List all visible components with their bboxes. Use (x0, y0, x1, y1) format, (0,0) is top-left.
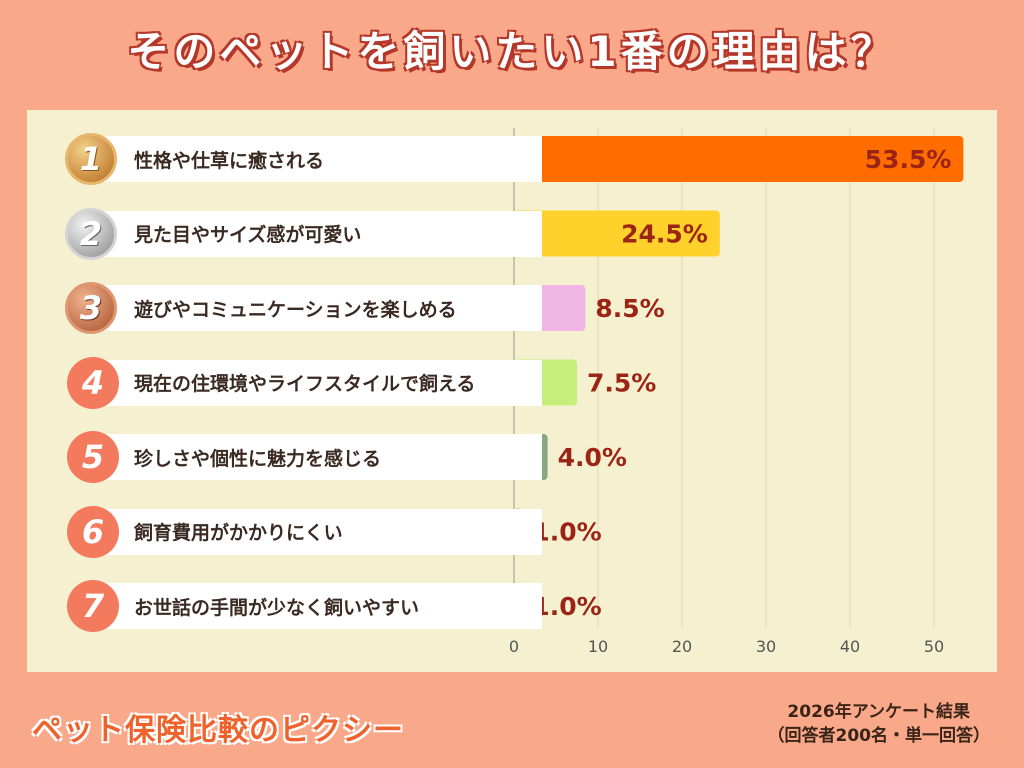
bar-2 (514, 210, 720, 257)
x-tick-label: 0 (509, 637, 519, 656)
chart-panel: 0 10 20 30 40 50 53.5% 24.5% 8.5% 7.5% 4.0% 1.0% 1.0… (27, 110, 997, 672)
value-label-1: 53.5% (865, 145, 952, 174)
value-label-7: 1.0% (532, 592, 601, 621)
rank-badge: 5 (67, 431, 119, 483)
category-label-box-5: 珍しさや個性に魅力を感じる (72, 434, 542, 480)
category-label-box-3: 遊びやコミュニケーションを楽しめる (72, 285, 542, 331)
rank-medal-icon: 3 (65, 282, 117, 334)
x-tick-label: 20 (672, 637, 692, 656)
category-label: 飼育費用がかかりにくい (134, 522, 343, 544)
category-label: 性格や仕草に癒される (134, 149, 325, 172)
x-tick-label: 10 (588, 637, 608, 656)
chart-title: そのペットを飼いたい1番の理由は？ (127, 27, 897, 76)
category-label-box-1: 性格や仕草に癒される (72, 136, 542, 182)
x-tick-label: 40 (840, 637, 860, 656)
value-label-5: 4.0% (558, 443, 627, 472)
category-label: 遊びやコミュニケーションを楽しめる (134, 298, 457, 321)
category-label-box-6: 飼育費用がかかりにくい (72, 508, 542, 555)
value-label-3: 8.5% (595, 294, 664, 323)
survey-note: 2026年アンケート結果 （回答者200名・単一回答） (768, 700, 991, 748)
category-label: 現在の住環境やライフスタイルで飼える (134, 373, 476, 395)
rank-badge: 6 (67, 505, 119, 558)
brand-logo-text: ペット保険比較のピクシー (32, 713, 404, 748)
category-label-box-2: 見た目やサイズ感が可愛い (72, 210, 542, 257)
value-label-2: 24.5% (621, 220, 708, 249)
rank-badge: 7 (67, 580, 119, 632)
x-tick-label: 50 (924, 637, 944, 656)
value-label-6: 1.0% (532, 518, 601, 547)
category-label: 見た目やサイズ感が可愛い (134, 224, 362, 246)
rank-medal-icon: 2 (65, 207, 117, 260)
survey-note-line1: 2026年アンケート結果 (787, 702, 971, 722)
category-label-box-7: お世話の手間が少なく飼いやすい (72, 583, 542, 629)
x-tick-label: 30 (756, 637, 776, 656)
rank-badge: 4 (67, 356, 119, 409)
category-label: 珍しさや個性に魅力を感じる (134, 447, 382, 470)
survey-note-line2: （回答者200名・単一回答） (767, 726, 991, 746)
category-label: お世話の手間が少なく飼いやすい (134, 596, 420, 619)
rank-medal-icon: 1 (65, 133, 117, 185)
bar-1 (514, 136, 964, 182)
category-label-box-4: 現在の住環境やライフスタイルで飼える (72, 359, 542, 406)
value-label-4: 7.5% (587, 369, 656, 398)
